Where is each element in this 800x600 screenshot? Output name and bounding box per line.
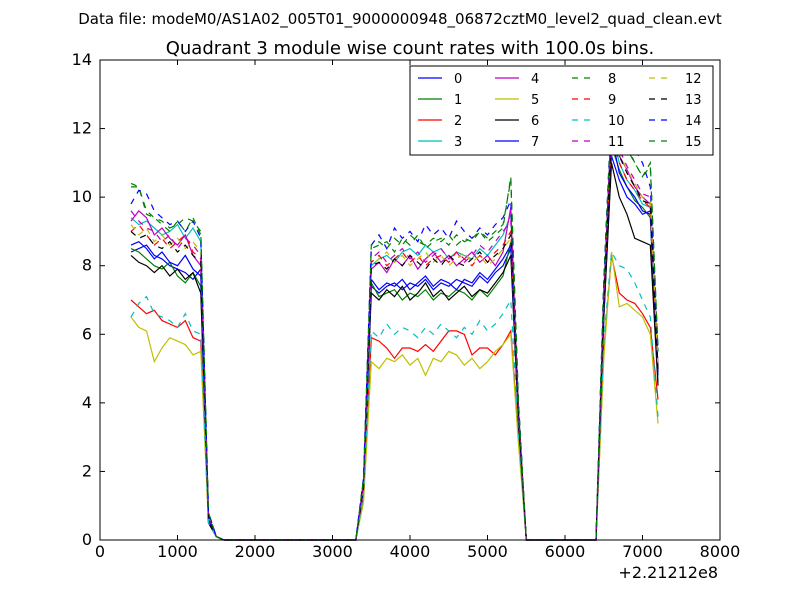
x-tick-label: 0 <box>95 542 105 561</box>
y-tick-label: 8 <box>82 256 92 275</box>
series-line-14 <box>130 105 659 541</box>
series-line-0 <box>130 155 659 541</box>
legend-label-15: 15 <box>685 135 702 150</box>
legend-label-7: 7 <box>531 135 539 150</box>
legend-label-6: 6 <box>531 114 539 129</box>
series-line-2 <box>130 255 659 541</box>
chart-title: Quadrant 3 module wise count rates with … <box>166 38 655 59</box>
legend-label-3: 3 <box>454 135 462 150</box>
y-tick-label: 2 <box>82 461 92 480</box>
series-line-11 <box>130 121 659 541</box>
series-line-13 <box>130 131 659 541</box>
series-line-10 <box>130 250 659 541</box>
suptitle: Data file: modeM0/AS1A02_005T01_90000009… <box>78 10 722 29</box>
legend-label-5: 5 <box>531 93 539 108</box>
y-tick-label: 6 <box>82 324 92 343</box>
x-tick-label: 3000 <box>312 542 353 561</box>
series-line-8 <box>130 111 659 541</box>
legend-label-10: 10 <box>608 114 625 129</box>
axis-ticks: 0 1000 2000 3000 4000 5000 6000 7000 80000246810… <box>72 50 741 561</box>
legend-label-9: 9 <box>608 93 616 108</box>
series-line-1 <box>130 145 659 541</box>
y-tick-label: 12 <box>72 119 92 138</box>
series-line-5 <box>130 251 659 541</box>
y-tick-label: 14 <box>72 50 92 69</box>
legend-label-12: 12 <box>685 72 702 87</box>
x-tick-label: 7000 <box>622 542 663 561</box>
legend-label-2: 2 <box>454 114 462 129</box>
legend-label-1: 1 <box>454 93 462 108</box>
series-line-15 <box>131 114 659 541</box>
y-tick-label: 10 <box>72 187 92 206</box>
x-tick-label: 5000 <box>467 542 508 561</box>
y-tick-label: 0 <box>82 530 92 549</box>
series-line-9 <box>130 135 659 541</box>
x-tick-label: 4000 <box>390 542 431 561</box>
series-line-6 <box>130 162 659 541</box>
legend-label-8: 8 <box>608 72 616 87</box>
legend-label-0: 0 <box>454 72 462 87</box>
x-offset-label: +2.21212e8 <box>618 563 718 582</box>
legend-label-13: 13 <box>685 93 702 108</box>
series-line-7 <box>130 135 659 541</box>
y-tick-label: 4 <box>82 393 92 412</box>
x-tick-label: 8000 <box>700 542 741 561</box>
plot-lines <box>130 105 659 541</box>
legend-box <box>409 65 714 156</box>
x-tick-label: 2000 <box>235 542 276 561</box>
x-tick-label: 1000 <box>157 542 198 561</box>
legend-label-14: 14 <box>685 114 702 129</box>
x-tick-label: 6000 <box>545 542 586 561</box>
legend-label-4: 4 <box>531 72 539 87</box>
series-line-4 <box>130 118 659 541</box>
legend-label-11: 11 <box>608 135 625 150</box>
